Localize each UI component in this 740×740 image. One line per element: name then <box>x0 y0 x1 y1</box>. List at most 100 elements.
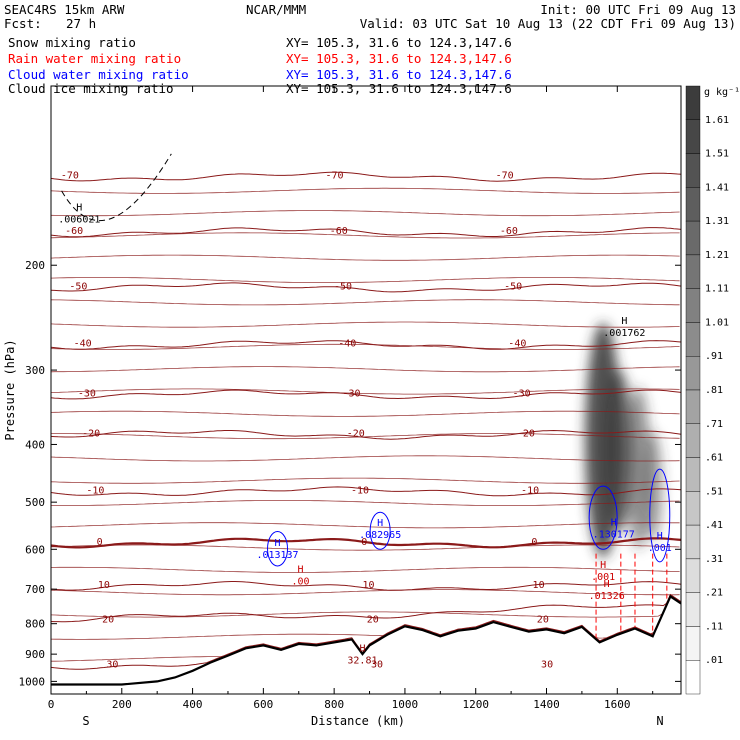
colorbar-swatch-6 <box>685 288 701 323</box>
field-xy-rain: XY= 105.3, 31.6 to 124.3,147.6 <box>286 51 512 66</box>
org-label: NCAR/MMM <box>246 2 306 17</box>
temp-contour-minor-17 <box>51 566 680 573</box>
temp-contour--40 <box>51 340 681 350</box>
snow-column-1 <box>605 370 634 532</box>
temp-contour-label-10-2: 10 <box>533 580 545 591</box>
max-marker-9: H <box>359 643 365 654</box>
temp-contour-label--70-0: -70 <box>61 171 79 182</box>
temp-contour-minor-19 <box>51 595 680 618</box>
colorbar-swatch-7 <box>685 322 701 357</box>
x-tick-label-1400: 1400 <box>533 698 560 711</box>
temp-contour-10 <box>51 581 681 591</box>
temp-contour-label--30-2: -30 <box>513 389 531 400</box>
temp-contour-label-0-2: 0 <box>531 537 537 548</box>
x-axis-label: Distance (km) <box>311 714 405 728</box>
model-title: SEAC4RS 15km ARW <box>4 2 125 17</box>
colorbar-label-14: .21 <box>705 588 723 599</box>
temp-contour-minor-4 <box>51 277 680 283</box>
max-marker-7: H <box>600 560 606 571</box>
fcst-label: Fcst: <box>4 16 42 31</box>
max-value-0: .006021 <box>58 214 100 225</box>
y-tick-label-300: 300 <box>25 364 45 377</box>
temp-contour-minor-15 <box>51 522 680 529</box>
max-value-2: .013137 <box>256 550 298 561</box>
temp-contour-minor-14 <box>51 500 680 506</box>
cloud-water-contour-1 <box>369 511 391 550</box>
colorbar-swatch-3 <box>685 187 701 222</box>
colorbar-swatch-4 <box>685 220 701 256</box>
terrain-profile <box>51 594 681 686</box>
plot-frame <box>50 85 682 695</box>
colorbar-swatch-16 <box>685 626 701 661</box>
x-tick-label-600: 600 <box>253 698 273 711</box>
max-marker-8: H <box>604 579 610 590</box>
temp-contour-minor-10 <box>51 410 680 417</box>
y-tick-label-1000: 1000 <box>19 675 46 688</box>
colorbar-swatch-2 <box>685 153 701 188</box>
fcst-value: 27 h <box>66 16 96 31</box>
temp-contour-0 <box>51 537 681 549</box>
y-tick-label-200: 200 <box>25 259 45 272</box>
south-endpoint: S <box>82 714 89 728</box>
temp-contour-minor-1 <box>51 210 680 217</box>
temp-contour-label-0-1: 0 <box>361 537 367 548</box>
colorbar-unit: g kg⁻¹ <box>704 87 740 98</box>
north-endpoint: N <box>656 714 663 728</box>
max-value-5: .001 <box>648 543 672 554</box>
x-tick-label-1600: 1600 <box>604 698 631 711</box>
temp-contour--30 <box>51 389 681 400</box>
temp-contour-label--70-2: -70 <box>496 171 514 182</box>
temp-contour-label--50-2: -50 <box>504 282 522 293</box>
y-tick-label-900: 900 <box>25 648 45 661</box>
temp-contour-label-20-0: 20 <box>102 614 114 625</box>
temp-contour-minor-12 <box>51 455 680 462</box>
field-xy-snow: XY= 105.3, 31.6 to 124.3,147.6 <box>286 35 512 50</box>
field-name-cloud-water: Cloud water mixing ratio <box>8 67 189 82</box>
colorbar-swatch-17 <box>685 660 701 695</box>
max-marker-5: H <box>657 531 663 542</box>
max-marker-1: H <box>621 316 627 327</box>
init-label: Init: 00 UTC Fri 09 Aug 13 <box>540 2 736 17</box>
max-value-8: .01326 <box>589 591 625 602</box>
temp-contour-minor-8 <box>51 366 680 373</box>
snow-shading <box>585 322 663 558</box>
colorbar-swatch-0 <box>685 85 701 120</box>
temp-contour-label--70-1: -70 <box>325 171 343 182</box>
cloud-water-contour-0 <box>267 530 289 567</box>
max-marker-4: H <box>611 517 617 528</box>
y-tick-label-500: 500 <box>25 496 45 509</box>
maxima-labels: H.006021H.001762H.013137H.082965H.130177… <box>58 202 672 666</box>
temp-contour-label-20-2: 20 <box>537 614 549 625</box>
max-value-1: .001762 <box>603 328 645 339</box>
y-axis-label: Pressure (hPa) <box>3 339 17 440</box>
x-tick-label-400: 400 <box>183 698 203 711</box>
terrain-line <box>51 594 681 686</box>
colorbar-label-7: .91 <box>705 351 723 362</box>
temp-contour-label--60-2: -60 <box>500 226 518 237</box>
x-tick-label-1200: 1200 <box>462 698 489 711</box>
temp-contour-label-30-2: 30 <box>541 659 553 670</box>
axes: 0 200 400 600 800 1000 1200 1400 160020030040050… <box>19 86 681 711</box>
temp-contour-label-0-0: 0 <box>97 537 103 548</box>
max-marker-6: H <box>298 565 304 576</box>
temp-contour-minor-13 <box>51 477 680 484</box>
colorbar-label-6: 1.01 <box>705 317 729 328</box>
temp-contour-label--50-0: -50 <box>69 282 87 293</box>
colorbar-swatch-10 <box>685 423 701 458</box>
colorbar-swatch-13 <box>685 524 701 560</box>
temp-contour-label-10-1: 10 <box>362 580 374 591</box>
temp-contour-label--20-1: -20 <box>347 429 365 440</box>
temp-contour-minor-9 <box>51 388 680 395</box>
mixing-ratio-fields <box>61 153 671 640</box>
colorbar-swatch-12 <box>685 491 701 526</box>
temp-contour-minor-6 <box>51 321 680 328</box>
temp-contour--20 <box>51 429 681 440</box>
temp-contour-label--10-2: -10 <box>521 486 539 497</box>
y-tick-label-700: 700 <box>25 583 45 596</box>
max-value-3: .082965 <box>359 530 401 541</box>
colorbar-swatch-15 <box>685 592 701 627</box>
temp-contour-label-30-0: 30 <box>106 659 118 670</box>
colorbar-label-1: 1.51 <box>705 149 729 160</box>
cloud-ice-contour <box>61 153 172 221</box>
